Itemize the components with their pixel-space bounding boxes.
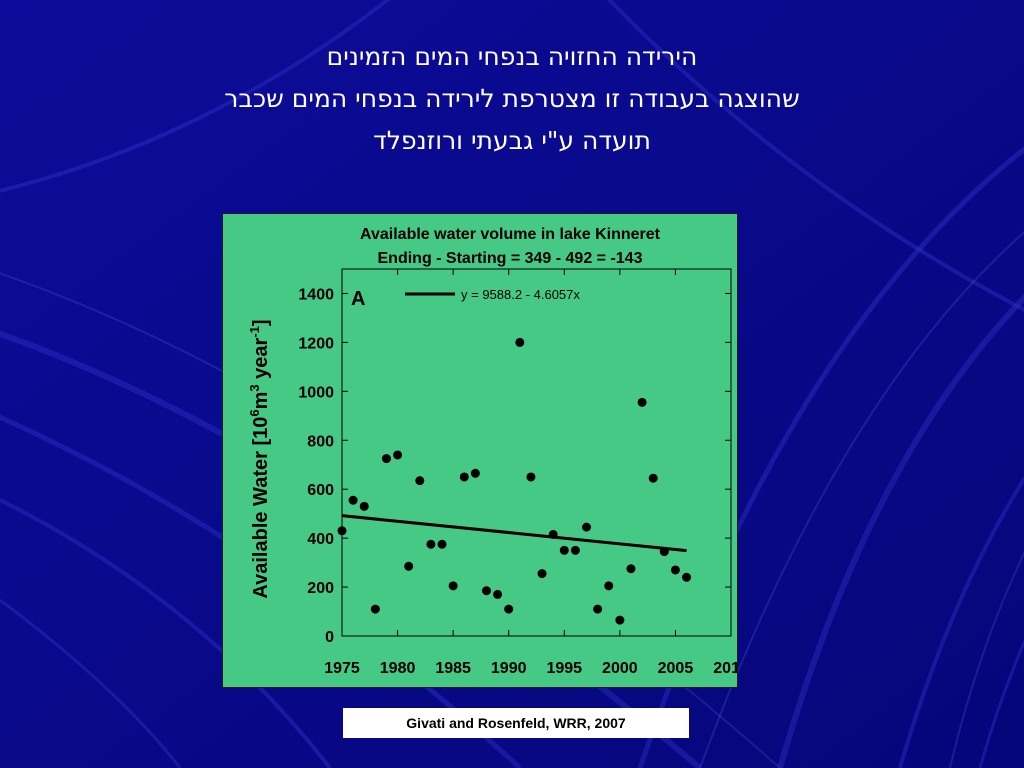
data-point — [670, 565, 680, 575]
data-point — [370, 604, 380, 614]
data-point — [559, 545, 569, 555]
data-point — [626, 564, 636, 574]
y-tick-label: 200 — [307, 580, 334, 597]
x-tick-label: 1990 — [491, 660, 527, 677]
x-tick-label: 2000 — [602, 660, 638, 677]
data-points — [337, 337, 692, 625]
chart-panel: Available water volume in lake Kinneret … — [222, 213, 738, 688]
data-point — [615, 615, 625, 625]
legend-label: y = 9588.2 - 4.6057x — [461, 287, 580, 302]
y-tick-label: 1400 — [298, 286, 334, 303]
data-point — [337, 526, 347, 536]
y-axis-label: Available Water [106m3 year-1] — [247, 319, 272, 598]
data-point — [493, 589, 503, 599]
data-point — [582, 522, 592, 532]
data-point — [526, 472, 536, 482]
data-point — [648, 473, 658, 483]
y-tick-label: 0 — [325, 629, 334, 646]
data-point — [537, 569, 547, 579]
panel-label: A — [351, 288, 365, 310]
data-point — [570, 545, 580, 555]
data-point — [426, 539, 436, 549]
data-point — [437, 539, 447, 549]
data-point — [415, 476, 425, 486]
data-point — [393, 450, 403, 460]
x-tick-label: 1980 — [380, 660, 416, 677]
plot-frame — [341, 268, 732, 637]
y-tick-label: 600 — [307, 482, 334, 499]
chart-title: Available water volume in lake Kinneret — [360, 226, 661, 243]
data-point — [682, 572, 692, 582]
data-point — [404, 561, 414, 571]
data-point — [548, 529, 558, 539]
trend-line — [341, 514, 687, 553]
data-point — [459, 472, 469, 482]
data-point — [470, 468, 480, 478]
y-tick-label: 1200 — [298, 335, 334, 352]
data-point — [604, 581, 614, 591]
y-tick-label: 1000 — [298, 384, 334, 401]
trend-line-group — [341, 514, 687, 553]
data-point — [659, 547, 669, 557]
chart-subtitle: Ending - Starting = 349 - 492 = -143 — [378, 250, 643, 267]
slide-title-line-2: שהוצגה בעבודה זו מצטרפת לירידה בנפחי המי… — [224, 84, 800, 113]
data-point — [515, 337, 525, 347]
data-point — [593, 604, 603, 614]
slide-title: הירידה החזויה בנפחי המים הזמינים שהוצגה … — [0, 36, 1024, 162]
x-tick-label: 2005 — [658, 660, 694, 677]
y-tick-label: 400 — [307, 531, 334, 548]
slide-title-line-3: תועדה ע"י גבעתי ורוזנפלד — [373, 126, 651, 155]
citation-box: Givati and Rosenfeld, WRR, 2007 — [343, 708, 689, 738]
data-point — [348, 495, 358, 505]
data-point — [381, 454, 391, 464]
y-tick-label: 800 — [307, 433, 334, 450]
scatter-chart: Available water volume in lake Kinneret … — [247, 226, 737, 677]
x-tick-label: 1995 — [546, 660, 582, 677]
data-point — [448, 581, 458, 591]
data-point — [504, 604, 514, 614]
data-point — [481, 586, 491, 596]
data-point — [637, 397, 647, 407]
data-point — [359, 501, 369, 511]
x-tick-label: 1985 — [435, 660, 471, 677]
x-tick-label: 1975 — [324, 660, 360, 677]
slide-title-line-1: הירידה החזויה בנפחי המים הזמינים — [326, 42, 698, 71]
